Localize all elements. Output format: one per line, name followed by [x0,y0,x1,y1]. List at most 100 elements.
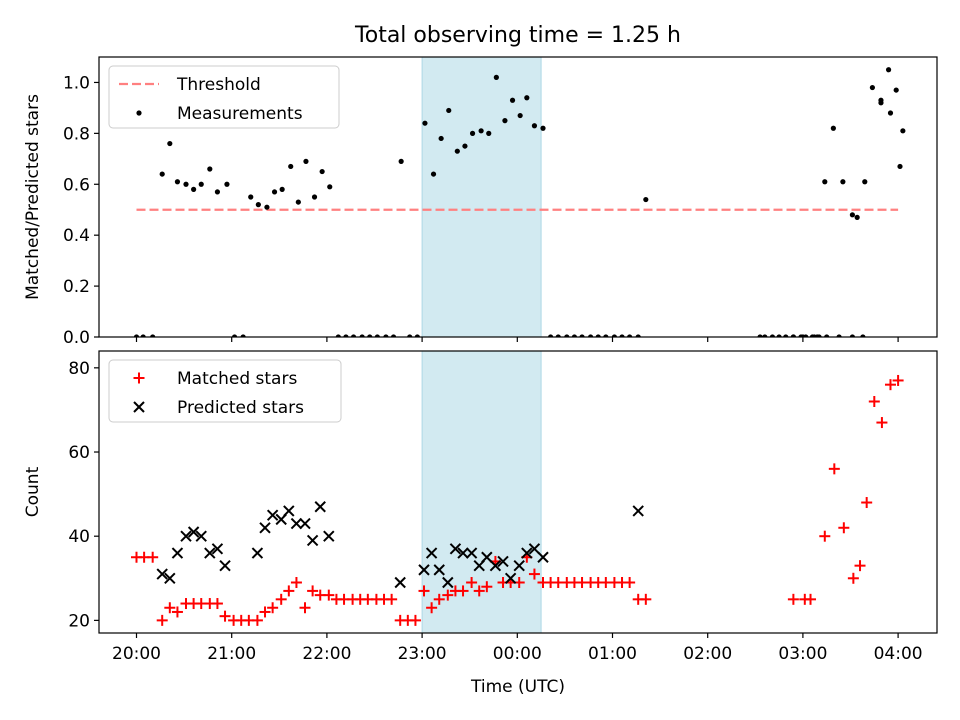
matched-star-point [528,568,540,580]
measurement-point [150,334,156,337]
measurement-point [288,163,294,170]
measurement-point [279,186,285,192]
measurement-point [383,334,389,337]
measurement-point [611,334,618,337]
measurement-point [862,179,868,185]
predicted-star-point [283,505,295,517]
matched-star-point [156,614,168,626]
measurement-point [198,181,204,187]
predicted-mark-b [465,547,478,559]
measurement-point [303,158,309,164]
predicted-star-point [259,522,271,534]
measurement-point [414,334,420,337]
x-axis-label: Time (UTC) [470,677,565,697]
predicted-mark-b [489,559,502,572]
predicted-star-point [204,547,216,559]
plot-area [133,67,906,337]
matched-star-point [164,602,176,614]
measurement-point [493,74,499,80]
measurement-point [133,334,140,337]
predicted-star-point [537,551,549,563]
predicted-star-point [306,534,319,547]
predicted-star-point [171,547,184,559]
measurement-point [264,204,270,210]
predicted-star-point [323,530,335,542]
predicted-star-point [449,543,462,555]
predicted-mark-b [442,576,454,589]
x-tick-label: 04:00 [874,644,923,664]
predicted-mark-b [433,564,445,576]
predicted-mark-b [290,517,303,530]
matched-star-point [299,602,311,614]
measurement-point [548,334,554,337]
measurement-point [359,334,365,337]
predicted-mark-b [537,551,549,563]
predicted-mark-b [299,517,311,530]
predicted-mark-b [187,526,200,538]
measurement-point [814,334,820,337]
predicted-star-point [528,543,541,555]
measurement-point [619,334,625,337]
predicted-star-point [465,547,478,559]
measurement-point [824,334,830,337]
measurement-point [887,110,894,116]
matched-star-point [259,606,271,618]
matched-star-point [283,585,295,597]
predicted-mark-b [283,505,295,517]
measurement-point [564,334,570,337]
predicted-star-point [418,564,430,576]
legend-measurement-swatch [136,110,142,116]
matched-star-point [147,551,159,563]
matched-star-point [307,585,319,597]
measurement-point [140,334,146,337]
measurement-point [762,334,768,337]
measurement-point [295,199,301,205]
predicted-mark-b [528,543,541,555]
matched-star-point [868,396,880,408]
measurement-point [462,143,468,149]
predicted-star-point [299,517,311,530]
measurement-point [603,334,609,337]
y-tick-label: 1.0 [63,73,90,93]
matched-star-point [640,593,652,605]
predicted-star-point [481,551,493,563]
matched-star-point [854,560,866,572]
series-matched-stars [131,374,904,626]
predicted-mark-b [171,547,184,559]
predicted-star-point [425,547,438,559]
measurement-point [635,334,641,337]
figure-title: Total observing time = 1.25 h [354,23,681,48]
legend-label: Measurements [177,104,303,124]
measurement-point [231,334,238,337]
measurement-point [769,334,776,337]
measurement-point [869,84,875,91]
observing-window-span [421,56,542,338]
measurement-point [350,334,357,337]
x-tick-label: 02:00 [683,644,732,664]
measurement-point [422,120,428,126]
predicted-mark-b [425,547,438,559]
predicted-mark-b [251,547,264,559]
matched-star-point [426,602,438,614]
predicted-mark-b [632,505,644,517]
measurement-point [367,334,373,337]
measurement-point [191,186,197,192]
measurement-point [830,125,836,131]
x-tick-label: 00:00 [493,644,542,664]
measurement-point [207,166,213,172]
matched-star-point [275,593,287,605]
predicted-star-point [497,555,509,568]
measurement-point [183,181,189,187]
predicted-mark-b [481,551,493,563]
measurement-point [469,130,476,136]
measurement-point [446,107,452,114]
matched-star-point [251,614,263,626]
measurement-point [398,158,404,164]
predicted-mark-b [314,501,326,513]
predicted-mark-b [180,530,192,542]
predicted-mark-b [259,522,271,534]
predicted-star-point [433,564,445,576]
measurement-point [776,334,782,337]
legend-label: Predicted stars [177,398,304,418]
legend: Threshold Measurements [108,65,340,129]
